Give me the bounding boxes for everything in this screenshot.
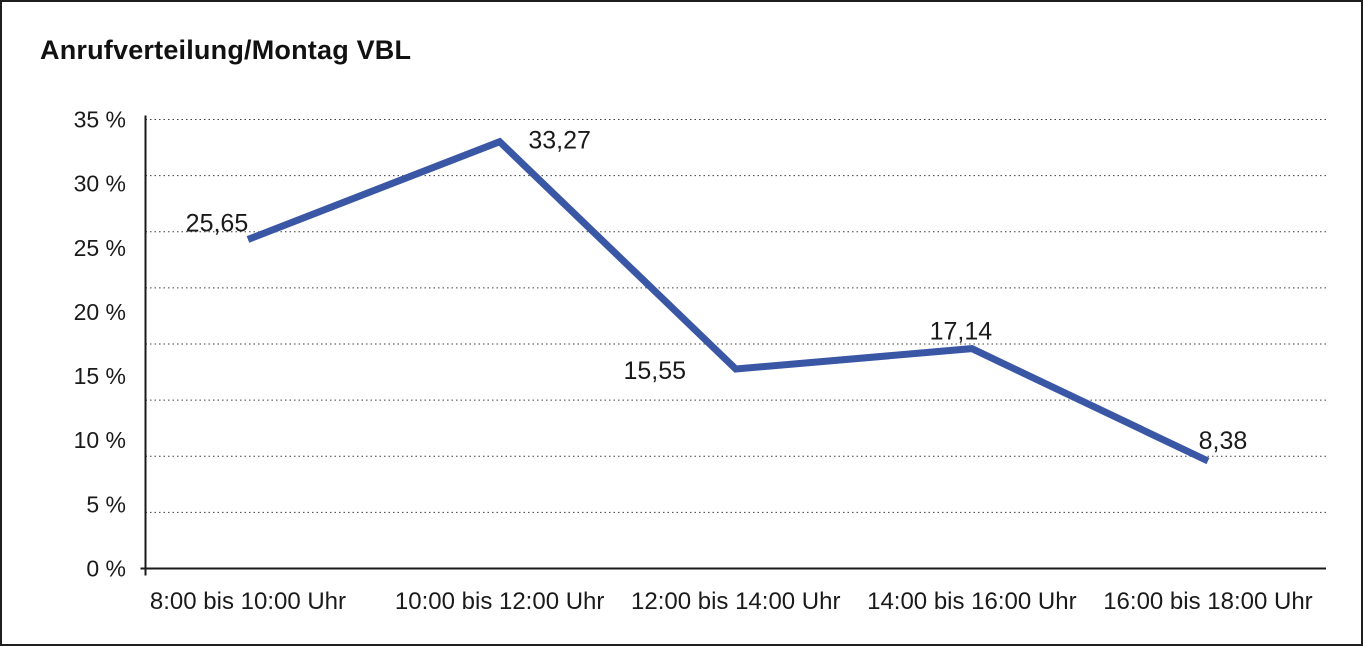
x-axis-tick-label: 12:00 bis 14:00 Uhr — [631, 588, 840, 615]
data-line — [246, 137, 1210, 465]
data-point-label: 15,55 — [623, 357, 686, 385]
y-axis-tick-label: 5 % — [86, 491, 126, 517]
y-axis-tick-label: 20 % — [74, 299, 126, 325]
y-axis-tick-label: 15 % — [74, 363, 126, 389]
y-axis-tick-label: 0 % — [86, 556, 126, 582]
data-point-label: 17,14 — [930, 318, 993, 346]
data-point-label: 33,27 — [528, 127, 591, 155]
y-axis-tick-label: 35 % — [74, 107, 126, 133]
x-axis-tick-label: 16:00 bis 18:00 Uhr — [1103, 588, 1312, 615]
x-axis-tick-label: 10:00 bis 12:00 Uhr — [395, 588, 604, 615]
y-axis-tick-label: 30 % — [74, 171, 126, 197]
y-axis-tick-label: 25 % — [74, 235, 126, 261]
x-axis-tick-label: 14:00 bis 16:00 Uhr — [867, 588, 1076, 615]
chart-title: Anrufverteilung/Montag VBL — [40, 35, 412, 65]
x-axis-tick-label: 8:00 bis 10:00 Uhr — [150, 588, 346, 615]
data-point-label: 8,38 — [1199, 427, 1248, 455]
data-point-label: 25,65 — [186, 209, 249, 237]
y-axis-tick-label: 10 % — [74, 427, 126, 453]
